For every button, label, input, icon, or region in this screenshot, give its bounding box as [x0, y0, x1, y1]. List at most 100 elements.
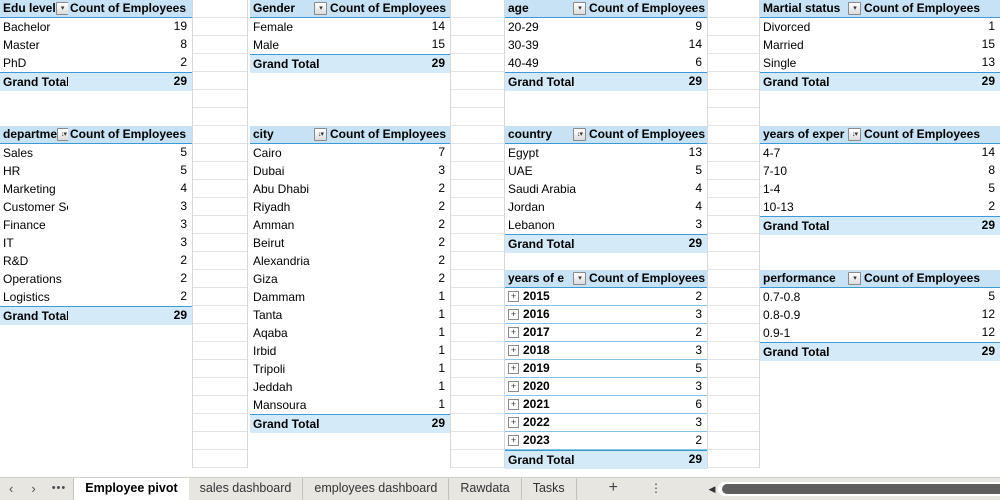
row-value-cell[interactable]: 7	[438, 145, 445, 159]
grand-total-label[interactable]: Grand Total	[508, 74, 575, 89]
row-label-cell[interactable]: +2017	[505, 324, 587, 341]
grand-total-value[interactable]: 29	[431, 416, 445, 430]
row-label-cell[interactable]: Finance	[0, 216, 68, 234]
expand-icon[interactable]: +	[508, 291, 519, 302]
grand-total-value[interactable]: 29	[431, 56, 445, 70]
row-value-cell[interactable]: 15	[981, 37, 995, 51]
row-label-cell[interactable]: Jordan	[505, 198, 587, 216]
row-value-cell[interactable]: 5	[695, 163, 702, 177]
row-label-cell[interactable]: Aqaba	[250, 324, 328, 342]
row-label-cell[interactable]: +2023	[505, 432, 587, 449]
pivot-value-header[interactable]: Count of Employees	[330, 1, 447, 15]
expand-icon[interactable]: +	[508, 363, 519, 374]
row-value-cell[interactable]: 8	[988, 163, 995, 177]
row-label-cell[interactable]: Lebanon	[505, 216, 587, 234]
row-label-cell[interactable]: IT	[0, 234, 68, 252]
grand-total-label[interactable]: Grand Total	[508, 236, 575, 251]
row-value-cell[interactable]: 3	[695, 379, 702, 393]
row-label-cell[interactable]: Beirut	[250, 234, 328, 252]
row-value-cell[interactable]: 1	[438, 343, 445, 357]
row-label-cell[interactable]: PhD	[0, 54, 68, 72]
row-label-cell[interactable]: +2016	[505, 306, 587, 323]
row-label-cell[interactable]: Bachelor	[0, 18, 68, 36]
row-label-cell[interactable]: +2022	[505, 414, 587, 431]
grand-total-label[interactable]: Grand Total	[3, 308, 68, 323]
row-value-cell[interactable]: 2	[695, 325, 702, 339]
sheet-options-icon[interactable]: ⋮	[650, 481, 663, 495]
row-value-cell[interactable]: 3	[695, 343, 702, 357]
sheet-tab-rawdata[interactable]: Rawdata	[449, 478, 522, 500]
filter-sorted-dropdown-icon[interactable]: ↓▾	[314, 128, 327, 141]
filter-dropdown-icon[interactable]: ▾	[573, 2, 586, 15]
row-label-cell[interactable]: Single	[760, 54, 862, 72]
row-label-cell[interactable]: +2019	[505, 360, 587, 377]
scroll-left-icon[interactable]: ◀	[708, 483, 716, 494]
row-label-cell[interactable]: Logistics	[0, 288, 68, 306]
row-value-cell[interactable]: 1	[438, 307, 445, 321]
pivot-field-header[interactable]: years of e ▾	[505, 270, 587, 287]
row-value-cell[interactable]: 6	[695, 55, 702, 69]
row-value-cell[interactable]: 4	[180, 181, 187, 195]
pivot-value-header[interactable]: Count of Employees	[330, 127, 447, 141]
row-value-cell[interactable]: 19	[173, 19, 187, 33]
row-value-cell[interactable]: 3	[438, 163, 445, 177]
grand-total-label[interactable]: Grand Total	[253, 56, 320, 71]
row-label-cell[interactable]: Male	[250, 36, 328, 54]
pivot-field-header[interactable]: age ▾	[505, 0, 587, 17]
row-label-cell[interactable]: 30-39	[505, 36, 587, 54]
add-sheet-button[interactable]: +	[608, 479, 619, 496]
expand-icon[interactable]: +	[508, 381, 519, 392]
sheet-tab-sales-dashboard[interactable]: sales dashboard	[189, 478, 304, 500]
filter-dropdown-icon[interactable]: ▾	[848, 2, 861, 15]
row-label-cell[interactable]: Tanta	[250, 306, 328, 324]
row-value-cell[interactable]: 3	[695, 217, 702, 231]
row-label-cell[interactable]: R&D	[0, 252, 68, 270]
row-value-cell[interactable]: 3	[695, 415, 702, 429]
pivot-field-header[interactable]: Edu level ▾	[0, 0, 68, 17]
row-label-cell[interactable]: UAE	[505, 162, 587, 180]
row-value-cell[interactable]: 13	[688, 145, 702, 159]
filter-dropdown-icon[interactable]: ▾	[55, 2, 68, 15]
row-value-cell[interactable]: 2	[180, 289, 187, 303]
row-value-cell[interactable]: 3	[180, 199, 187, 213]
pivot-field-header[interactable]: departme ↓▾	[0, 126, 68, 143]
pivot-value-header[interactable]: Count of Employees	[70, 1, 187, 15]
row-value-cell[interactable]: 4	[695, 181, 702, 195]
row-label-cell[interactable]: Tripoli	[250, 360, 328, 378]
row-label-cell[interactable]: Dubai	[250, 162, 328, 180]
sheet-tab-employee-pivot[interactable]: Employee pivot	[73, 478, 189, 500]
filter-dropdown-icon[interactable]: ▾	[314, 2, 327, 15]
expand-icon[interactable]: +	[508, 327, 519, 338]
filter-dropdown-icon[interactable]: ▾	[848, 272, 861, 285]
pivot-value-header[interactable]: Count of Employees	[864, 127, 981, 141]
row-value-cell[interactable]: 13	[981, 55, 995, 69]
row-value-cell[interactable]: 5	[180, 145, 187, 159]
row-label-cell[interactable]: Dammam	[250, 288, 328, 306]
grand-total-value[interactable]: 29	[173, 74, 187, 88]
row-label-cell[interactable]: 0.8-0.9	[760, 306, 862, 324]
expand-icon[interactable]: +	[508, 417, 519, 428]
row-value-cell[interactable]: 4	[695, 199, 702, 213]
filter-dropdown-icon[interactable]: ▾	[573, 272, 586, 285]
row-value-cell[interactable]: 2	[438, 217, 445, 231]
filter-sorted-dropdown-icon[interactable]: ↓▾	[573, 128, 586, 141]
pivot-field-header[interactable]: Martial status ▾	[760, 0, 862, 17]
expand-icon[interactable]: +	[508, 345, 519, 356]
row-label-cell[interactable]: +2018	[505, 342, 587, 359]
grand-total-value[interactable]: 29	[173, 308, 187, 322]
row-value-cell[interactable]: 12	[981, 307, 995, 321]
row-value-cell[interactable]: 5	[988, 181, 995, 195]
row-value-cell[interactable]: 1	[438, 379, 445, 393]
row-value-cell[interactable]: 2	[695, 289, 702, 303]
row-label-cell[interactable]: Female	[250, 18, 328, 36]
grand-total-value[interactable]: 29	[688, 236, 702, 250]
row-label-cell[interactable]: Married	[760, 36, 862, 54]
pivot-value-header[interactable]: Count of Employees	[70, 127, 187, 141]
row-value-cell[interactable]: 15	[431, 37, 445, 51]
pivot-value-header[interactable]: Count of Employees	[864, 1, 981, 15]
row-label-cell[interactable]: 4-7	[760, 144, 862, 162]
row-label-cell[interactable]: Giza	[250, 270, 328, 288]
row-value-cell[interactable]: 3	[695, 307, 702, 321]
row-value-cell[interactable]: 2	[180, 253, 187, 267]
row-value-cell[interactable]: 1	[438, 397, 445, 411]
